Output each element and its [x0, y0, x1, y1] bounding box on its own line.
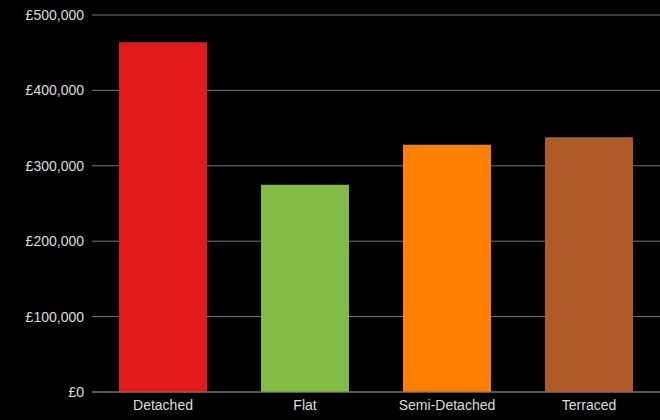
svg-text:Semi-Detached: Semi-Detached [399, 397, 496, 413]
svg-text:Terraced: Terraced [562, 397, 616, 413]
svg-text:Detached: Detached [133, 397, 193, 413]
svg-text:Flat: Flat [293, 397, 316, 413]
svg-text:£400,000: £400,000 [26, 82, 85, 98]
svg-text:£0: £0 [68, 384, 84, 400]
svg-text:£100,000: £100,000 [26, 309, 85, 325]
svg-text:£500,000: £500,000 [26, 7, 85, 23]
svg-text:£200,000: £200,000 [26, 233, 85, 249]
svg-text:£300,000: £300,000 [26, 158, 85, 174]
